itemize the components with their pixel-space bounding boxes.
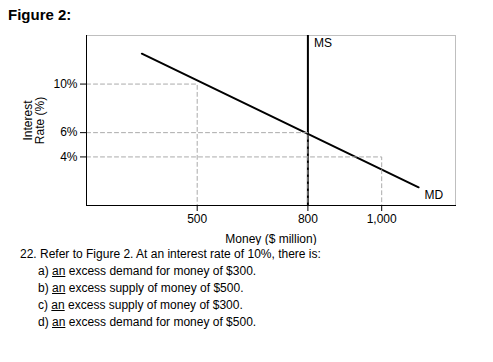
svg-text:1,000: 1,000 <box>367 212 397 226</box>
html-text:22. Refer to Figure 2. At an i: 22. Refer to Figure 2. At an interest ra… <box>20 247 321 261</box>
svg-text:4%: 4% <box>60 150 78 164</box>
svg-text:500: 500 <box>187 212 207 226</box>
svg-text:Money ($ million): Money ($ million) <box>225 232 316 246</box>
html-text:c) an excess supply of money o: c) an excess supply of money of $300. <box>38 298 243 312</box>
html-text:d) an excess demand for money: d) an excess demand for money of $500. <box>38 315 257 329</box>
svg-text:MD: MD <box>425 188 444 202</box>
svg-text:6%: 6% <box>60 125 78 139</box>
svg-text:InterestRate (%): InterestRate (%) <box>21 97 47 144</box>
html-text:Figure 2:: Figure 2: <box>8 6 72 23</box>
svg-text:10%: 10% <box>53 77 77 91</box>
html-text:a) an excess demand for money: a) an excess demand for money of $300. <box>38 264 257 278</box>
svg-text:800: 800 <box>298 212 318 226</box>
html-text:b) an excess supply of money o: b) an excess supply of money of $500. <box>38 281 244 295</box>
svg-text:MS: MS <box>314 36 332 50</box>
